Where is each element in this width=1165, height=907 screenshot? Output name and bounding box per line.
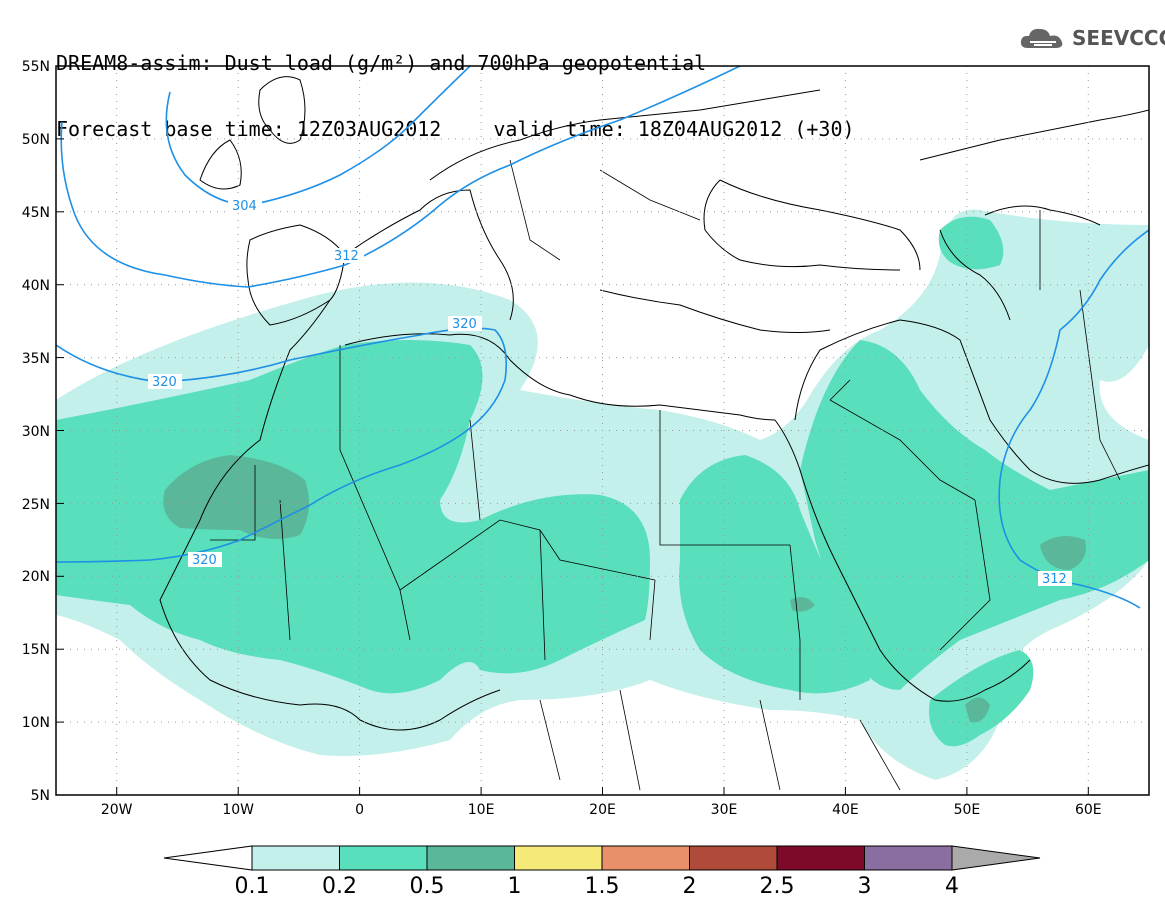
coastlines	[159, 76, 1149, 731]
lat-labels: 55N 50N 45N 40N 35N 30N 25N 20N 15N 10N …	[22, 59, 50, 804]
lat-tick-label: 25N	[22, 497, 50, 513]
legend-swatch	[426, 845, 515, 871]
legend-swatch	[339, 845, 428, 871]
legend-label: 3	[858, 874, 872, 899]
legend-label: 0.2	[322, 874, 357, 899]
contour-label: 320	[192, 553, 217, 568]
contour-label: 320	[152, 375, 177, 390]
lat-tick-label: 20N	[22, 569, 50, 585]
legend-label: 0.1	[235, 874, 270, 899]
legend-cap-left	[163, 845, 253, 871]
lon-tick-label: 20E	[589, 802, 616, 818]
cloud-logo-icon	[1020, 28, 1063, 48]
contour-label: 320	[452, 317, 477, 332]
dust-region-high	[163, 455, 309, 539]
lon-tick-label: 30E	[711, 802, 738, 818]
legend-swatch	[601, 845, 690, 871]
lat-tick-label: 30N	[22, 424, 50, 440]
map-header: DREAM8-assim: Dust load (g/m²) and 700hP…	[56, 8, 855, 162]
lon-tick-label: 10E	[468, 802, 495, 818]
lon-tick-label: 20W	[101, 802, 133, 818]
lat-tick-label: 45N	[22, 205, 50, 221]
lat-tick-label: 15N	[22, 642, 50, 658]
lat-tick-label: 40N	[22, 278, 50, 294]
dust-region-mid-east	[679, 455, 870, 694]
country-borders	[210, 159, 1121, 791]
lat-tick-label: 5N	[31, 788, 50, 804]
legend-label: 0.5	[410, 874, 445, 899]
color-legend	[163, 845, 1041, 871]
legend-labels: 0.1 0.2 0.5 1 1.5 2 2.5 3 4	[235, 874, 960, 899]
contour-304	[165, 66, 471, 206]
dust-region-mid-arabia	[800, 340, 1149, 690]
time-line: Forecast base time: 12Z03AUG2012 valid ti…	[56, 118, 855, 140]
lon-tick-label: 10W	[222, 802, 254, 818]
dust-region-high-somalia	[965, 697, 990, 723]
lon-labels: 20W 10W 0 10E 20E 30E 40E 50E 60E	[101, 802, 1102, 818]
dust-region-high-oman	[1040, 536, 1086, 570]
contour-label: 312	[334, 249, 359, 264]
axis-ticks	[56, 65, 1089, 796]
contour-304-left	[60, 66, 741, 288]
dust-shading	[56, 209, 1149, 780]
contour-label: 304	[232, 199, 257, 214]
seevccc-logo: SEEVCCC	[1018, 24, 1165, 52]
map-grid	[56, 66, 1149, 795]
legend-swatch	[251, 845, 340, 871]
contour-320-north	[56, 327, 508, 563]
contour-312-east	[998, 229, 1149, 609]
legend-label: 2	[683, 874, 697, 899]
lat-tick-label: 50N	[22, 132, 50, 148]
legend-swatch	[776, 845, 865, 871]
lon-tick-label: 0	[355, 802, 364, 818]
lon-tick-label: 60E	[1075, 802, 1102, 818]
legend-cap-right	[951, 845, 1041, 871]
dust-region-mid	[56, 340, 650, 694]
logo-text: SEEVCCC	[1072, 26, 1165, 50]
legend-label: 1.5	[585, 874, 620, 899]
lat-tick-label: 10N	[22, 715, 50, 731]
contour-label: 312	[1042, 572, 1067, 587]
lon-tick-label: 40E	[832, 802, 859, 818]
legend-swatch	[514, 845, 603, 871]
lat-tick-label: 35N	[22, 351, 50, 367]
map-title: DREAM8-assim: Dust load (g/m²) and 700hP…	[56, 51, 707, 75]
contour-labels: 304 312 320 320 320 312	[148, 198, 1072, 587]
lon-tick-label: 50E	[954, 802, 981, 818]
lat-tick-label: 55N	[22, 59, 50, 75]
legend-label: 4	[945, 874, 959, 899]
legend-label: 1	[508, 874, 522, 899]
legend-label: 2.5	[760, 874, 795, 899]
legend-swatch	[689, 845, 778, 871]
legend-swatch	[864, 845, 953, 871]
base-time: Forecast base time: 12Z03AUG2012	[56, 117, 442, 141]
